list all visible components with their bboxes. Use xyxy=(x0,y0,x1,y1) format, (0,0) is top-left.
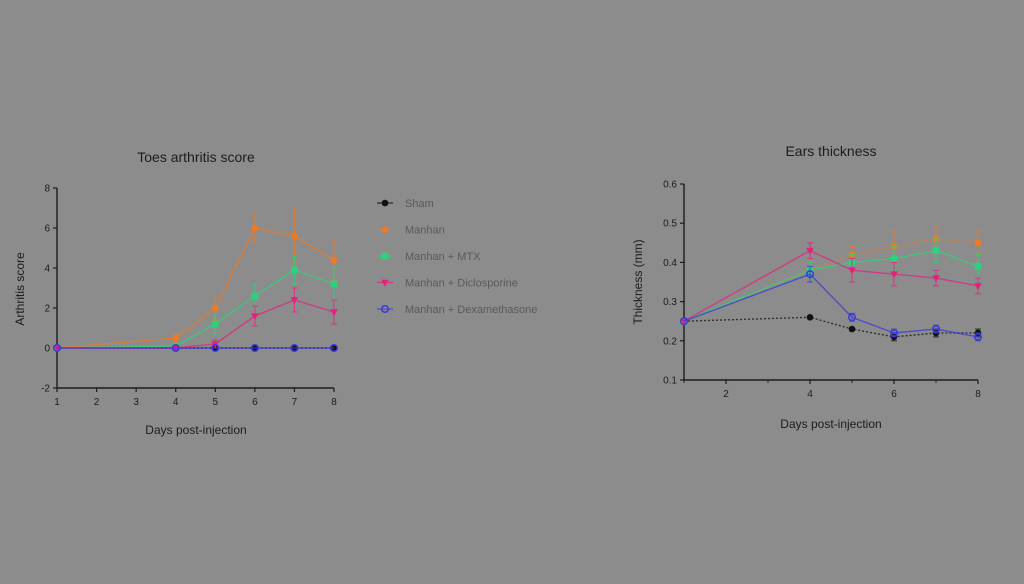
x-tick-label: 6 xyxy=(252,397,258,408)
data-point xyxy=(330,309,338,317)
y-axis-label: Arthritis score xyxy=(13,252,27,326)
series-manhan-diclosporine xyxy=(53,287,338,353)
legend-item: Manhan + Diclosporine xyxy=(377,278,518,290)
series-line xyxy=(683,249,979,322)
data-point xyxy=(848,325,856,333)
data-point xyxy=(329,343,339,353)
x-tick-label: 1 xyxy=(54,397,60,408)
x-tick-label: 6 xyxy=(891,389,897,400)
data-point xyxy=(931,324,941,334)
chart-panel-1: Toes arthritis score -2 0 2 4 6 8 1 2 3 4 5 6 7 8 Days … xyxy=(13,149,339,437)
series-line xyxy=(683,273,979,338)
legend: Sham Manhan Manhan + MTX Manhan + Diclospor… xyxy=(377,198,537,316)
data-point xyxy=(847,313,857,322)
x-axis-label: Days post-injection xyxy=(780,417,881,431)
data-point xyxy=(890,255,898,262)
data-point xyxy=(53,345,61,353)
x-tick-label: 8 xyxy=(975,389,981,400)
x-tick-label: 2 xyxy=(94,397,100,408)
x-tick-label: 2 xyxy=(723,389,729,400)
series-manhan-diclosporine xyxy=(680,242,982,326)
chart-title: Toes arthritis score xyxy=(137,149,255,165)
data-point xyxy=(290,297,299,305)
series-line xyxy=(57,299,335,349)
data-point xyxy=(172,334,180,342)
y-tick-label: 0.2 xyxy=(663,336,677,347)
data-point xyxy=(291,266,298,274)
x-tick-label: 3 xyxy=(133,397,139,408)
data-point xyxy=(806,247,814,255)
data-point xyxy=(290,343,299,353)
data-point xyxy=(932,247,940,254)
data-point xyxy=(251,224,259,232)
y-tick-label: 6 xyxy=(44,224,50,235)
data-point xyxy=(251,313,259,321)
data-point xyxy=(974,263,982,270)
y-tick-label: 8 xyxy=(44,184,50,195)
legend-item: Sham xyxy=(377,198,434,210)
y-tick-label: 0 xyxy=(44,344,50,355)
legend-marker xyxy=(381,279,389,287)
legend-label: Manhan xyxy=(405,225,445,237)
x-tick-label: 5 xyxy=(213,397,219,408)
legend-label: Manhan + Dexamethasone xyxy=(405,304,537,316)
data-point xyxy=(806,313,814,321)
y-tick-label: 0.5 xyxy=(663,219,677,230)
data-point xyxy=(211,343,220,353)
data-point xyxy=(171,343,180,353)
data-point xyxy=(171,345,180,353)
data-point xyxy=(211,304,219,312)
legend-marker xyxy=(381,252,389,260)
y-tick-label: -2 xyxy=(41,384,50,395)
legend-item: Manhan + Dexamethasone xyxy=(377,304,537,316)
y-tick-label: 0.3 xyxy=(663,297,677,308)
x-tick-label: 8 xyxy=(331,397,337,408)
series-line xyxy=(683,249,979,322)
y-tick-label: 0.4 xyxy=(663,258,677,269)
data-point xyxy=(330,256,338,264)
data-point xyxy=(679,317,689,326)
series-line xyxy=(56,269,335,349)
y-tick-label: 0.6 xyxy=(663,180,677,191)
legend-label: Sham xyxy=(405,198,434,210)
data-point xyxy=(889,328,899,338)
legend-item: Manhan + MTX xyxy=(377,251,481,263)
legend-marker xyxy=(380,304,390,314)
y-tick-label: 2 xyxy=(44,304,50,315)
x-tick-label: 4 xyxy=(173,397,179,408)
data-point xyxy=(932,275,940,283)
legend-marker xyxy=(381,199,389,207)
y-tick-label: 0.1 xyxy=(663,376,677,387)
y-tick-label: 4 xyxy=(44,264,50,275)
data-point xyxy=(974,239,982,247)
x-tick-label: 4 xyxy=(807,389,813,400)
series-line xyxy=(56,227,335,349)
data-point xyxy=(973,332,983,341)
series-manhan-dexamethasone xyxy=(679,265,983,342)
data-point xyxy=(211,320,219,328)
x-axis-label: Days post-injection xyxy=(145,423,246,437)
data-point xyxy=(890,271,898,279)
data-point xyxy=(291,232,298,240)
series-manhan-dexamethasone xyxy=(52,343,339,353)
data-point xyxy=(848,267,856,275)
y-axis-label: Thickness (mm) xyxy=(631,239,645,324)
legend-label: Manhan + Diclosporine xyxy=(405,278,518,290)
legend-marker xyxy=(381,226,389,233)
data-point xyxy=(974,283,982,291)
legend-label: Manhan + MTX xyxy=(405,251,481,263)
data-point xyxy=(330,280,338,288)
chart-title: Ears thickness xyxy=(785,143,876,159)
chart-panel-2: Ears thickness 0.1 0.2 0.3 0.4 0.5 0.6 2 4 6 8 Days… xyxy=(631,143,983,431)
data-point xyxy=(251,292,259,300)
series-line xyxy=(683,316,978,338)
data-point xyxy=(52,343,62,353)
x-tick-label: 7 xyxy=(292,397,298,408)
data-point xyxy=(805,270,815,279)
data-point xyxy=(250,343,259,353)
legend-item: Manhan xyxy=(377,225,445,237)
